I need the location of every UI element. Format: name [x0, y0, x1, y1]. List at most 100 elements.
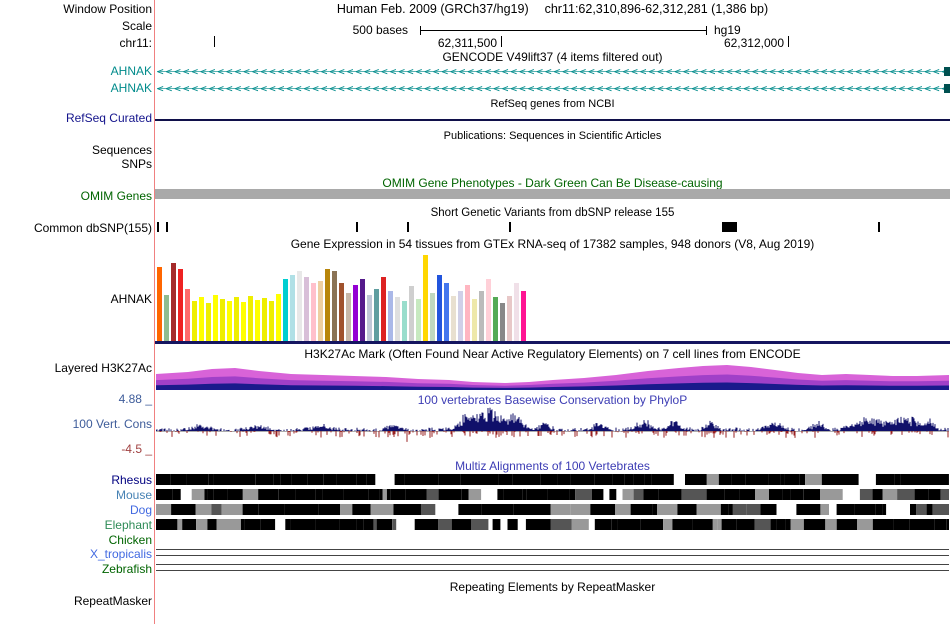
- track-label-multiz-mouse[interactable]: Mouse: [115, 488, 152, 502]
- gtex-tissue-bar-18[interactable]: [283, 279, 288, 341]
- dbsnp-variant-tick-0[interactable]: [157, 222, 159, 232]
- gtex-expression-chart[interactable]: [157, 253, 537, 341]
- gtex-tissue-bar-7[interactable]: [206, 303, 211, 341]
- gtex-tissue-bar-21[interactable]: [304, 277, 309, 341]
- gtex-tissue-bar-48[interactable]: [493, 297, 498, 341]
- track-label-ahnak[interactable]: AHNAK: [110, 292, 152, 306]
- multiz-row-elephant[interactable]: [156, 519, 949, 530]
- gtex-tissue-bar-20[interactable]: [297, 271, 302, 341]
- dbsnp-variant-box[interactable]: [722, 222, 737, 232]
- gencode-intron-line-0[interactable]: [157, 71, 948, 72]
- gtex-tissue-bar-44[interactable]: [465, 285, 470, 341]
- dbsnp-variant-tick-3[interactable]: [407, 222, 409, 232]
- gtex-tissue-bar-0[interactable]: [157, 267, 162, 341]
- phylop-conservation-track[interactable]: [156, 406, 949, 450]
- dbsnp-variant-tick-2[interactable]: [356, 222, 358, 232]
- gtex-tissue-bar-6[interactable]: [199, 297, 204, 341]
- track-label-omim-genes[interactable]: OMIM Genes: [80, 189, 152, 203]
- dbsnp-variant-tick-5[interactable]: [878, 222, 880, 232]
- gtex-tissue-bar-1[interactable]: [164, 295, 169, 341]
- multiz-row-rhesus[interactable]: [156, 474, 949, 485]
- gtex-tissue-bar-12[interactable]: [241, 302, 246, 341]
- gtex-tissue-bar-46[interactable]: [479, 291, 484, 341]
- gencode-intron-line-1[interactable]: [157, 88, 948, 89]
- gtex-tissue-bar-4[interactable]: [185, 289, 190, 341]
- gtex-tissue-bar-9[interactable]: [220, 299, 225, 341]
- h3k27ac-layered-track[interactable]: [156, 362, 949, 390]
- gtex-tissue-bar-16[interactable]: [269, 301, 274, 341]
- gtex-tissue-bar-31[interactable]: [374, 289, 379, 341]
- gtex-tissue-bar-45[interactable]: [472, 299, 477, 341]
- gtex-tissue-bar-22[interactable]: [311, 283, 316, 341]
- gtex-tissue-bar-40[interactable]: [437, 275, 442, 341]
- track-label-repeatmasker[interactable]: RepeatMasker: [73, 594, 152, 608]
- track-label-100-vert-cons[interactable]: 100 Vert. Cons: [72, 417, 152, 431]
- gtex-tissue-bar-30[interactable]: [367, 295, 372, 341]
- gtex-tissue-bar-14[interactable]: [255, 300, 260, 341]
- gtex-tissue-bar-25[interactable]: [332, 271, 337, 341]
- gtex-tissue-bar-32[interactable]: [381, 277, 386, 341]
- track-label-layered-h3k27ac[interactable]: Layered H3K27Ac: [54, 361, 152, 375]
- gtex-tissue-bar-3[interactable]: [178, 269, 183, 341]
- track-label-ahnak[interactable]: AHNAK: [110, 81, 152, 95]
- multiz-double-line-top-x-tropicalis[interactable]: [156, 549, 949, 550]
- track-label-multiz-elephant[interactable]: Elephant: [104, 518, 152, 532]
- track-label-refseq-curated[interactable]: RefSeq Curated: [65, 111, 152, 125]
- multiz-row-mouse[interactable]: [156, 489, 949, 500]
- gtex-tissue-bar-29[interactable]: [360, 279, 365, 341]
- track-label-multiz-rhesus[interactable]: Rhesus: [111, 473, 152, 487]
- gtex-tissue-bar-39[interactable]: [430, 293, 435, 341]
- gtex-tissue-bar-37[interactable]: [416, 299, 421, 341]
- gtex-tissue-bar-23[interactable]: [318, 281, 323, 341]
- track-label-4-88[interactable]: 4.88 _: [118, 392, 152, 406]
- multiz-double-line-bottom-x-tropicalis[interactable]: [156, 555, 949, 556]
- dbsnp-variant-tick-4[interactable]: [509, 222, 511, 232]
- gtex-tissue-bar-15[interactable]: [262, 298, 267, 341]
- omim-genes-bar[interactable]: [155, 189, 950, 199]
- gtex-tissue-bar-33[interactable]: [388, 291, 393, 341]
- ruler-tick-1[interactable]: [501, 36, 502, 47]
- ruler-tick-2[interactable]: [788, 36, 789, 47]
- track-label-ahnak[interactable]: AHNAK: [110, 64, 152, 78]
- gtex-tissue-bar-2[interactable]: [171, 263, 176, 341]
- gtex-tissue-bar-52[interactable]: [521, 291, 526, 341]
- multiz-row-dog[interactable]: [156, 504, 949, 515]
- gencode-exon-block-0[interactable]: [944, 67, 950, 76]
- gtex-tissue-bar-10[interactable]: [227, 301, 232, 341]
- gtex-tissue-bar-35[interactable]: [402, 301, 407, 341]
- track-label-chr11[interactable]: chr11:: [119, 36, 152, 50]
- gtex-tissue-bar-41[interactable]: [444, 283, 449, 341]
- gencode-exon-block-1[interactable]: [944, 84, 950, 93]
- ruler-tick-0[interactable]: [214, 36, 215, 47]
- track-label-multiz-dog[interactable]: Dog: [129, 503, 152, 517]
- refseq-curated-line[interactable]: [155, 119, 950, 121]
- gtex-tissue-bar-38[interactable]: [423, 255, 428, 341]
- gtex-tissue-bar-8[interactable]: [213, 295, 218, 341]
- gtex-tissue-bar-47[interactable]: [486, 279, 491, 341]
- gtex-tissue-bar-17[interactable]: [276, 294, 281, 341]
- track-label-common-dbsnp-155[interactable]: Common dbSNP(155): [33, 221, 152, 235]
- gtex-tissue-bar-26[interactable]: [339, 283, 344, 341]
- gtex-tissue-bar-49[interactable]: [500, 303, 505, 341]
- track-label-sequences[interactable]: Sequences: [91, 143, 152, 157]
- multiz-double-line-bottom-zebrafish[interactable]: [156, 570, 949, 571]
- track-label-scale[interactable]: Scale: [121, 19, 152, 33]
- gencode-gene-row-1[interactable]: <<<<<<<<<<<<<<<<<<<<<<<<<<<<<<<<<<<<<<<<…: [157, 82, 948, 95]
- gtex-tissue-bar-34[interactable]: [395, 297, 400, 341]
- gtex-tissue-bar-19[interactable]: [290, 275, 295, 341]
- gtex-tissue-bar-13[interactable]: [248, 296, 253, 341]
- track-label-multiz-x-tropicalis[interactable]: X_tropicalis: [89, 547, 152, 561]
- gtex-tissue-bar-11[interactable]: [234, 297, 239, 341]
- multiz-double-line-top-zebrafish[interactable]: [156, 564, 949, 565]
- dbsnp-variant-tick-1[interactable]: [166, 222, 168, 232]
- gtex-tissue-bar-5[interactable]: [192, 301, 197, 341]
- gtex-tissue-bar-36[interactable]: [409, 286, 414, 341]
- gtex-tissue-bar-43[interactable]: [458, 291, 463, 341]
- track-label-snps[interactable]: SNPs: [121, 157, 152, 171]
- track-label-window-position[interactable]: Window Position: [63, 2, 152, 16]
- gtex-tissue-bar-51[interactable]: [514, 283, 519, 341]
- track-label-multiz-zebrafish[interactable]: Zebrafish: [101, 562, 152, 576]
- track-label-multiz-chicken[interactable]: Chicken: [108, 533, 152, 547]
- gtex-tissue-bar-27[interactable]: [346, 293, 351, 341]
- gtex-tissue-bar-42[interactable]: [451, 296, 456, 341]
